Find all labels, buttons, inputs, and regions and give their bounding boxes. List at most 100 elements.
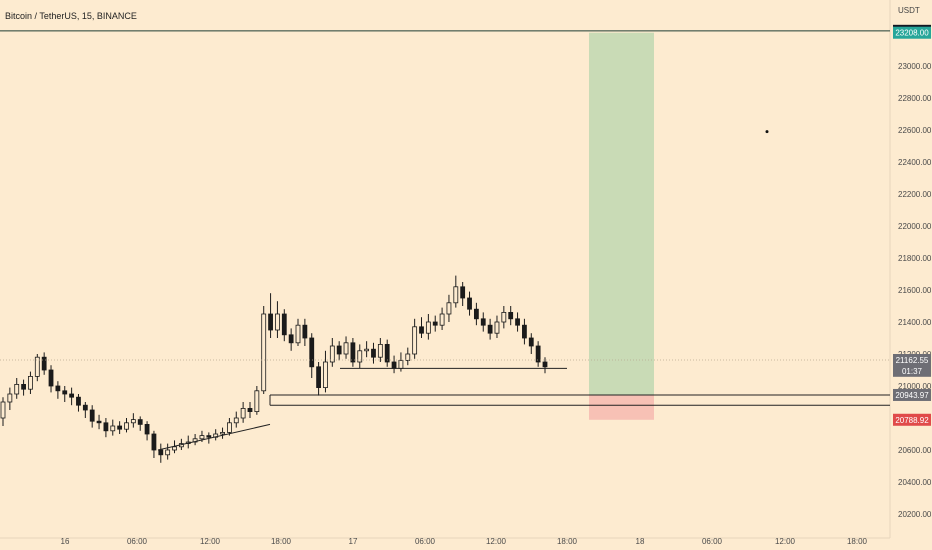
candle-body xyxy=(7,393,13,403)
x-tick-label: 18 xyxy=(636,537,645,546)
candle-body xyxy=(281,313,287,336)
price-badge-label: 20788.92 xyxy=(895,416,929,425)
candle-body xyxy=(384,343,390,363)
candle-body xyxy=(446,302,452,315)
candle-body xyxy=(508,311,514,320)
candle-body xyxy=(69,393,75,398)
candle-body xyxy=(55,385,61,392)
candle-body xyxy=(130,419,136,424)
candle-body xyxy=(343,342,349,355)
profit-zone xyxy=(589,32,654,395)
price-badge xyxy=(893,26,931,39)
candle-body xyxy=(350,342,356,363)
candle-body xyxy=(247,407,253,412)
candle-body xyxy=(535,345,541,363)
candle-body xyxy=(460,286,466,299)
candle-body xyxy=(302,324,308,339)
candle-body xyxy=(439,313,445,326)
y-tick-label: 22600.00 xyxy=(898,126,932,135)
candle-body xyxy=(275,313,280,331)
price-axis xyxy=(890,0,932,550)
price-badge-label: 20943.97 xyxy=(895,391,929,400)
candle-body xyxy=(240,407,246,419)
y-tick-label: 22200.00 xyxy=(898,190,932,199)
candle-body xyxy=(357,350,363,363)
candle-body xyxy=(487,324,493,334)
candle-body xyxy=(323,361,328,389)
y-tick-label: 20200.00 xyxy=(898,510,932,519)
x-tick-label: 12:00 xyxy=(486,537,507,546)
y-tick-label: 23000.00 xyxy=(898,62,932,71)
x-tick-label: 06:00 xyxy=(702,537,723,546)
candle-body xyxy=(117,425,123,430)
candle-body xyxy=(288,334,294,344)
price-badge xyxy=(893,364,931,377)
candle-body xyxy=(501,311,507,323)
y-tick-label: 22000.00 xyxy=(898,222,932,231)
candle-body xyxy=(398,359,404,369)
candle-body xyxy=(28,375,33,390)
x-tick-label: 12:00 xyxy=(775,537,796,546)
candle-body xyxy=(76,396,81,406)
candle-body xyxy=(542,361,548,368)
candle-body xyxy=(220,431,225,435)
trend-line xyxy=(157,423,271,451)
candle-body xyxy=(172,446,177,451)
x-tick-label: 17 xyxy=(349,537,358,546)
candle-body xyxy=(89,409,95,422)
candle-body xyxy=(103,422,109,432)
candle-body xyxy=(528,337,534,347)
chart-title: Bitcoin / TetherUS, 15, BINANCE xyxy=(5,6,137,24)
candle-body xyxy=(254,390,260,412)
candle-body xyxy=(165,449,171,456)
candle-body xyxy=(158,449,164,456)
candle-body xyxy=(0,401,6,419)
y-tick-label: 21800.00 xyxy=(898,254,932,263)
candle-body xyxy=(227,422,232,433)
candle-body xyxy=(233,417,239,424)
candle-body xyxy=(21,383,26,390)
candle-body xyxy=(405,353,411,361)
candle-body xyxy=(206,435,212,438)
currency-label: USDT xyxy=(898,6,920,15)
candle-body xyxy=(480,318,486,326)
loss-zone xyxy=(589,394,654,420)
candle-body xyxy=(199,435,205,440)
price-badge xyxy=(893,388,931,401)
marker-dot xyxy=(765,130,769,134)
x-tick-label: 06:00 xyxy=(415,537,436,546)
candle-body xyxy=(336,345,342,355)
price-badge-label: 23208.00 xyxy=(895,29,929,38)
x-tick-label: 06:00 xyxy=(127,537,148,546)
price-badge-label: 21162.55 xyxy=(896,356,929,365)
candle-body xyxy=(309,337,315,368)
candle-body xyxy=(467,297,472,310)
price-badge xyxy=(893,413,931,426)
candle-body xyxy=(473,308,479,320)
candle-body xyxy=(432,321,438,326)
candle-body xyxy=(425,321,431,334)
x-tick-label: 12:00 xyxy=(200,537,221,546)
candle-body xyxy=(62,390,68,395)
candle-body xyxy=(144,423,150,435)
y-tick-label: 21000.00 xyxy=(898,382,932,391)
candle-body xyxy=(522,324,527,339)
y-tick-label: 20400.00 xyxy=(898,478,932,487)
candle-body xyxy=(412,326,418,355)
symbol-title: Bitcoin / TetherUS, 15, BINANCE xyxy=(5,11,137,21)
candle-body xyxy=(82,404,88,411)
candle-body xyxy=(96,420,102,424)
x-tick-label: 18:00 xyxy=(271,537,292,546)
candle-body xyxy=(268,313,273,331)
candle-body xyxy=(494,321,500,334)
y-tick-label: 21400.00 xyxy=(898,318,932,327)
candle-body xyxy=(391,361,397,369)
candle-body xyxy=(295,324,301,344)
x-tick-label: 16 xyxy=(61,537,70,546)
candle-body xyxy=(41,356,47,371)
candle-body xyxy=(261,313,267,392)
candle-body xyxy=(151,433,157,451)
candle-body xyxy=(48,369,54,387)
